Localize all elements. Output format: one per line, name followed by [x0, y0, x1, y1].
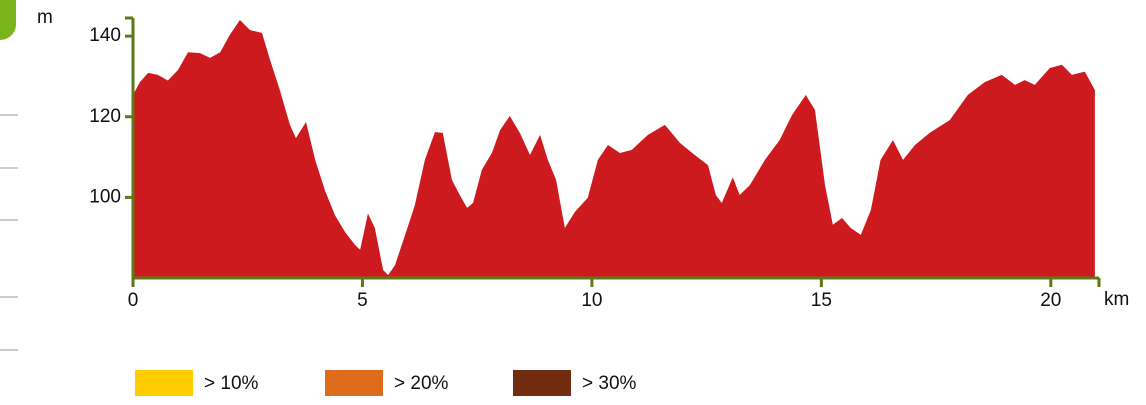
y-tick-label: 140 [89, 25, 121, 46]
legend-label: > 20% [394, 373, 449, 394]
corner-badge [0, 0, 17, 41]
x-tick-label: 10 [581, 290, 602, 311]
x-tick-label: 0 [128, 290, 139, 311]
legend-swatch [325, 370, 383, 396]
y-axis-label: m [37, 7, 53, 28]
legend-swatch [135, 370, 193, 396]
y-tick-label: 100 [89, 186, 121, 207]
x-axis-label: km [1104, 289, 1129, 310]
x-tick-label: 5 [357, 290, 368, 311]
side-rules [0, 114, 18, 351]
legend-label: > 10% [204, 373, 259, 394]
x-tick-label: 20 [1040, 290, 1061, 311]
legend-swatch [513, 370, 571, 396]
x-tick-label: 15 [811, 290, 832, 311]
y-tick-label: 120 [89, 106, 121, 127]
legend-label: > 30% [582, 373, 637, 394]
elevation-area [133, 20, 1095, 278]
